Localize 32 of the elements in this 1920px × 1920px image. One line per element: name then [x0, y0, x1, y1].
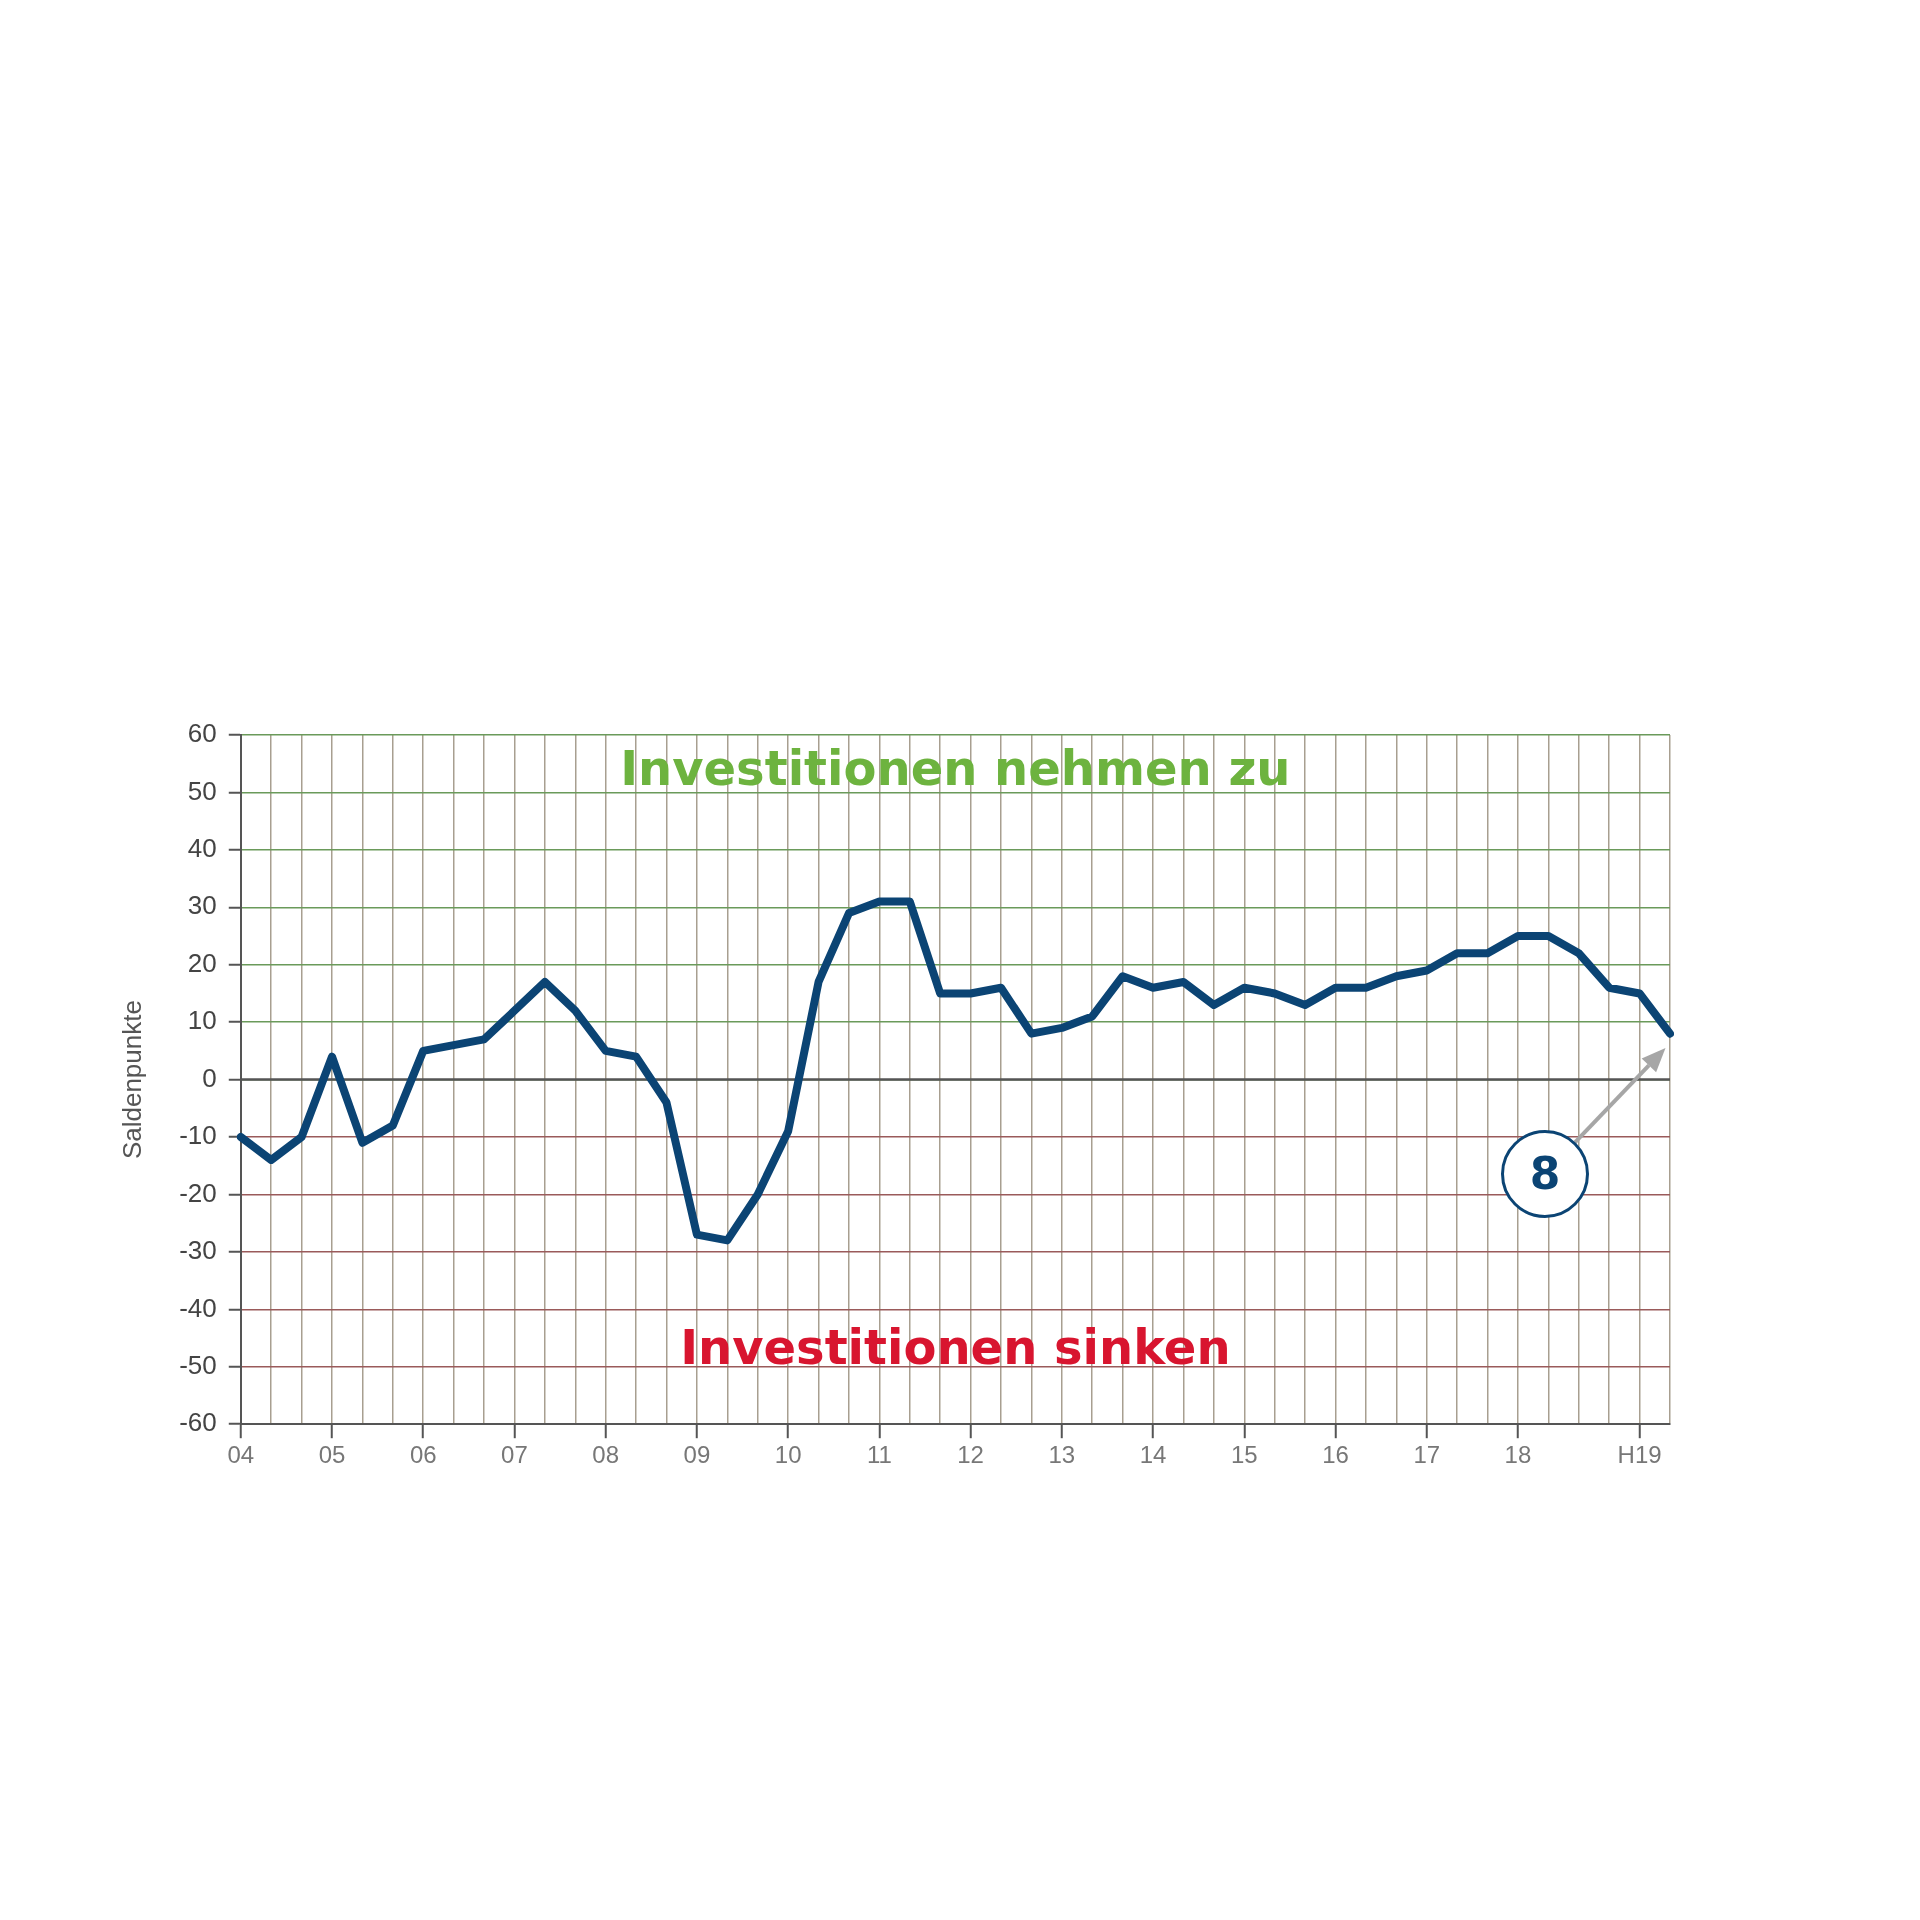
y-tick-label: -60 [179, 1407, 217, 1438]
x-tick-label: 06 [409, 1441, 437, 1469]
y-tick-label: 60 [187, 718, 217, 749]
y-tick-label: 20 [187, 947, 217, 978]
x-tick-label: 07 [501, 1441, 528, 1469]
y-tick-label: -40 [179, 1292, 217, 1323]
y-tick-label: 40 [187, 833, 217, 864]
x-tick-label: 14 [1139, 1441, 1167, 1469]
x-tick-label: 11 [866, 1441, 892, 1469]
y-tick-label: -20 [179, 1177, 217, 1208]
x-tick-label: H19 [1617, 1441, 1662, 1469]
x-tick-label: 16 [1322, 1441, 1349, 1469]
y-axis-title: Saldenpunkte [116, 1000, 147, 1160]
x-tick-label: 17 [1413, 1441, 1441, 1469]
x-tick-label: 04 [227, 1441, 255, 1469]
y-tick-label: 10 [187, 1005, 217, 1036]
y-tick-label: 30 [187, 890, 217, 921]
annotation: 8 [1529, 1148, 1561, 1200]
x-tick-label: 13 [1048, 1441, 1076, 1469]
y-tick-label: -10 [179, 1120, 217, 1151]
y-tick-label: 50 [187, 775, 217, 806]
x-tick-label: 09 [683, 1441, 711, 1469]
x-tick-label: 05 [318, 1441, 346, 1469]
annotation: Investitionen sinken [680, 1319, 1231, 1376]
x-tick-label: 12 [957, 1441, 984, 1469]
x-tick-label: 15 [1230, 1441, 1258, 1469]
x-tick-label: 10 [774, 1441, 802, 1469]
x-tick-label: 08 [592, 1441, 620, 1469]
y-tick-label: -50 [179, 1349, 217, 1380]
y-tick-label: 0 [202, 1062, 217, 1093]
x-tick-label: 18 [1504, 1441, 1532, 1469]
y-tick-label: -30 [179, 1235, 217, 1266]
